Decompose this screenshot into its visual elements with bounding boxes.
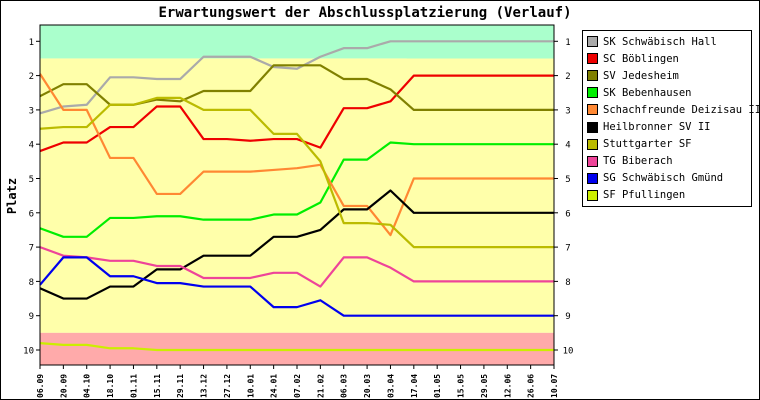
y-tick-label-right: 5 bbox=[565, 175, 570, 185]
x-tick-label: 01.11 bbox=[129, 374, 138, 398]
x-tick-label: 26.06 bbox=[527, 374, 536, 398]
x-tick-label: 29.05 bbox=[480, 374, 489, 398]
legend-label: TG Biberach bbox=[603, 155, 673, 168]
legend-item: SF Pfullingen bbox=[587, 187, 747, 204]
x-tick-label: 06.03 bbox=[340, 374, 349, 398]
x-tick-label: 29.11 bbox=[176, 374, 185, 398]
legend-label: SV Jedesheim bbox=[603, 69, 679, 82]
legend-label: SK Schwäbisch Hall bbox=[603, 35, 717, 48]
y-tick-label-right: 10 bbox=[563, 347, 574, 357]
legend-item: TG Biberach bbox=[587, 153, 747, 170]
legend-swatch bbox=[587, 189, 598, 201]
x-tick-label: 13.12 bbox=[200, 374, 209, 398]
legend-item: SK Bebenhausen bbox=[587, 84, 747, 101]
legend-item: Stuttgarter SF bbox=[587, 136, 747, 153]
y-tick-label-left: 9 bbox=[29, 312, 34, 322]
legend: SK Schwäbisch Hall SC Böblingen SV Jedeshe… bbox=[582, 30, 760, 207]
y-axis-label: Platz bbox=[5, 178, 19, 214]
legend-label: SC Böblingen bbox=[603, 52, 679, 65]
x-tick-label: 10.01 bbox=[246, 374, 255, 398]
legend-label: Heilbronner SV II bbox=[603, 121, 711, 134]
series-line-4 bbox=[39, 73, 554, 237]
legend-swatch bbox=[587, 70, 598, 82]
legend-swatch bbox=[587, 172, 598, 184]
series-line-7 bbox=[39, 246, 554, 288]
x-tick-label: 10.07 bbox=[550, 374, 559, 398]
x-tick-label: 15.11 bbox=[153, 374, 162, 398]
y-tick-label-left: 7 bbox=[29, 244, 34, 254]
x-tick-label: 21.02 bbox=[316, 374, 325, 398]
x-tick-label: 24.01 bbox=[270, 374, 279, 398]
series-line-5 bbox=[39, 189, 554, 300]
x-tick-label: 17.04 bbox=[410, 374, 419, 398]
legend-item: SK Schwäbisch Hall bbox=[587, 33, 747, 50]
y-tick-label-left: 10 bbox=[23, 347, 34, 357]
y-ticks-left: 1 2 3 4 5 6 7 8 9 10 bbox=[23, 38, 40, 357]
legend-swatch bbox=[587, 138, 598, 150]
series-line-1 bbox=[39, 74, 554, 153]
y-tick-label-right: 6 bbox=[565, 209, 570, 219]
x-ticks: 06.09 20.09 04.10 18.10 01.11 15.11 29.11 13.12… bbox=[36, 365, 559, 398]
series-line-0 bbox=[39, 40, 554, 115]
series-line-8 bbox=[39, 256, 554, 317]
y-tick-label-right: 3 bbox=[565, 106, 570, 116]
series-line-9 bbox=[39, 342, 554, 352]
series-line-6 bbox=[39, 96, 554, 249]
x-tick-label: 18.10 bbox=[106, 374, 115, 398]
legend-swatch bbox=[587, 121, 598, 133]
legend-item: SG Schwäbisch Gmünd bbox=[587, 170, 747, 187]
x-tick-label: 27.12 bbox=[223, 374, 232, 398]
x-tick-label: 12.06 bbox=[503, 374, 512, 398]
x-tick-label: 20.09 bbox=[59, 374, 68, 398]
series-line-3 bbox=[39, 141, 554, 238]
x-tick-label: 01.05 bbox=[433, 374, 442, 398]
chart-title: Erwartungswert der Abschlussplatzierung … bbox=[158, 5, 571, 21]
legend-swatch bbox=[587, 104, 598, 116]
legend-item: Schachfreunde Deizisau II bbox=[587, 101, 760, 118]
x-tick-label: 07.02 bbox=[293, 374, 302, 398]
y-tick-label-left: 4 bbox=[29, 141, 34, 151]
y-tick-label-right: 8 bbox=[565, 278, 570, 288]
y-tick-label-right: 1 bbox=[565, 38, 570, 48]
y-tick-label-left: 5 bbox=[29, 175, 34, 185]
y-tick-label-left: 2 bbox=[29, 72, 34, 82]
y-tick-label-right: 9 bbox=[565, 312, 570, 322]
x-tick-label: 06.09 bbox=[36, 374, 45, 398]
legend-item: SV Jedesheim bbox=[587, 67, 747, 84]
legend-swatch bbox=[587, 36, 598, 48]
legend-swatch bbox=[587, 87, 598, 99]
y-tick-label-left: 8 bbox=[29, 278, 34, 288]
y-tick-label-right: 4 bbox=[565, 141, 570, 151]
legend-item: Heilbronner SV II bbox=[587, 118, 747, 135]
y-tick-label-left: 1 bbox=[29, 38, 34, 48]
x-tick-label: 20.03 bbox=[363, 374, 372, 398]
x-tick-label: 15.05 bbox=[457, 374, 466, 398]
series-lines bbox=[39, 40, 554, 352]
legend-swatch bbox=[587, 155, 598, 167]
y-ticks-right: 1 2 3 4 5 6 7 8 9 10 bbox=[554, 38, 573, 357]
x-tick-label: 03.04 bbox=[386, 374, 395, 398]
legend-label: Schachfreunde Deizisau II bbox=[603, 103, 760, 116]
x-tick-label: 04.10 bbox=[83, 374, 92, 398]
legend-label: SF Pfullingen bbox=[603, 189, 686, 202]
y-tick-label-left: 6 bbox=[29, 209, 34, 219]
legend-label: SG Schwäbisch Gmünd bbox=[603, 172, 724, 185]
y-tick-label-left: 3 bbox=[29, 106, 34, 116]
legend-swatch bbox=[587, 53, 598, 65]
zone-band-middle bbox=[40, 58, 554, 333]
y-tick-label-right: 2 bbox=[565, 72, 570, 82]
legend-item: SC Böblingen bbox=[587, 50, 747, 67]
legend-label: Stuttgarter SF bbox=[603, 138, 692, 151]
y-tick-label-right: 7 bbox=[565, 244, 570, 254]
legend-label: SK Bebenhausen bbox=[603, 86, 692, 99]
